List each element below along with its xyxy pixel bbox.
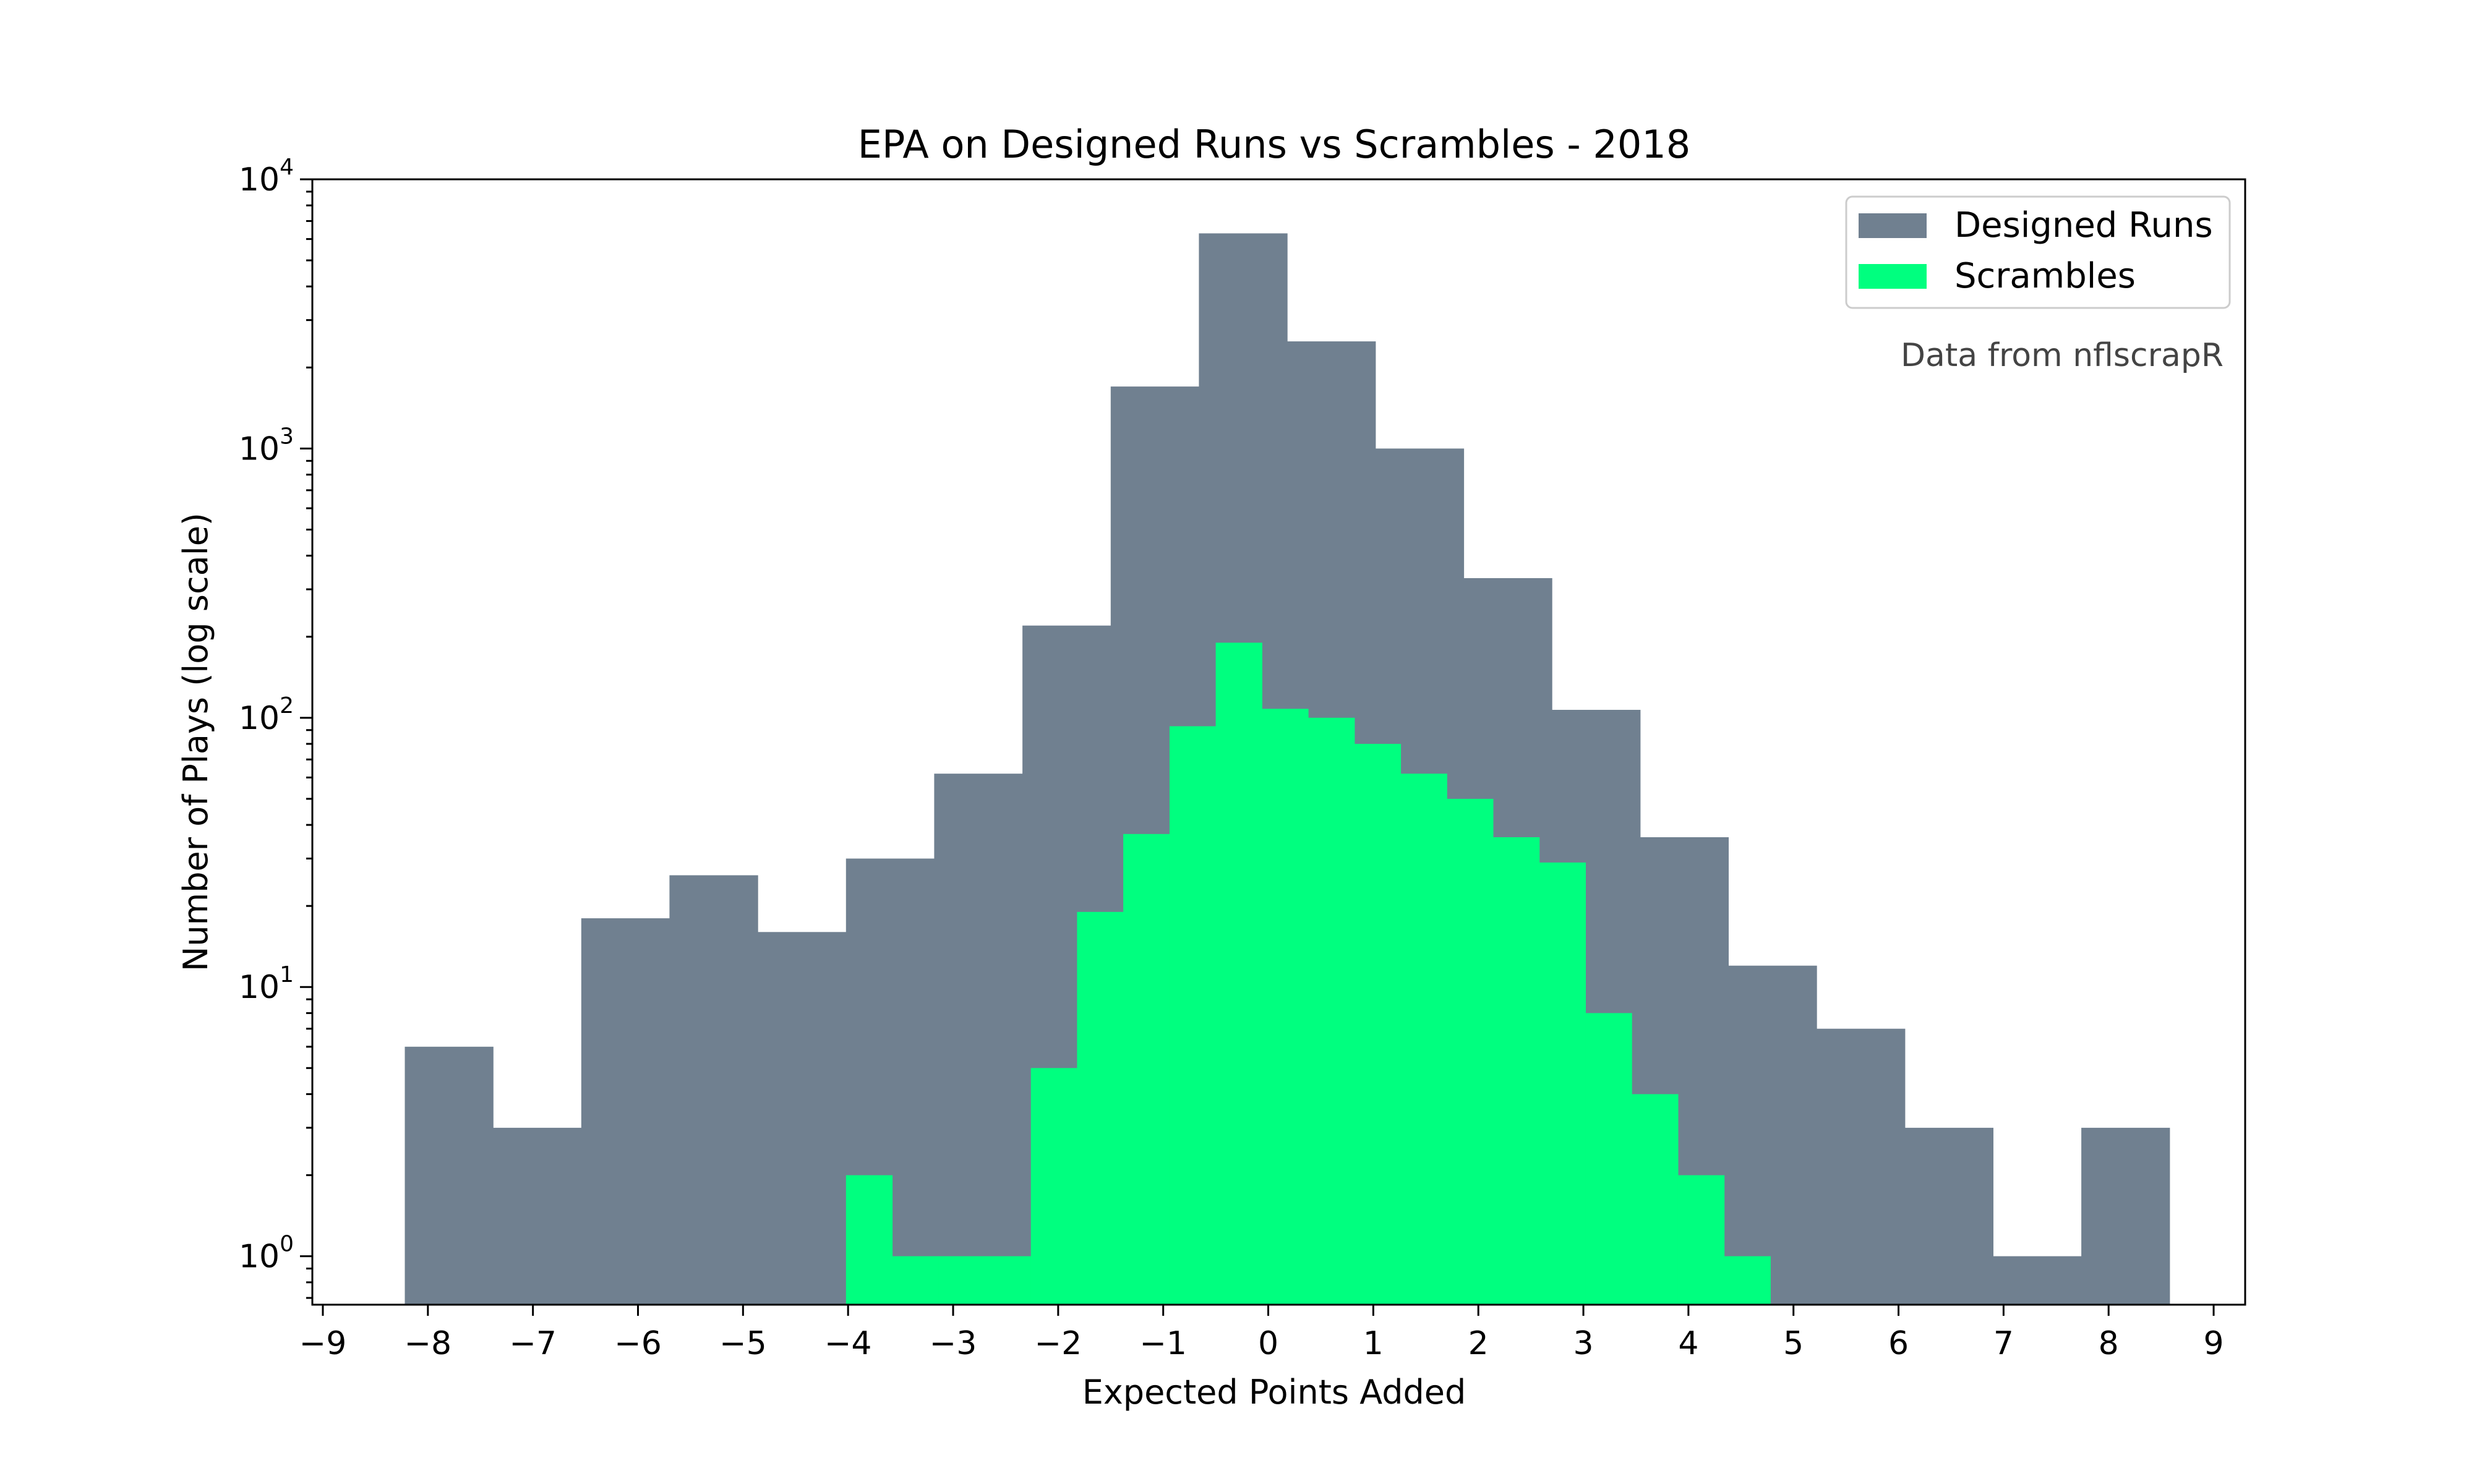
scrambles-bar-3 xyxy=(985,1256,1032,1305)
legend-box xyxy=(1845,195,2231,309)
x-tick-label: −3 xyxy=(930,1325,977,1362)
x-axis-label: Expected Points Added xyxy=(1082,1373,1466,1412)
x-tick-label: −8 xyxy=(404,1325,452,1362)
scrambles-bar-4 xyxy=(1030,1068,1077,1305)
designed-runs-bar-1 xyxy=(493,1127,582,1305)
x-tick-label: 8 xyxy=(2099,1325,2119,1362)
x-tick-label: −4 xyxy=(824,1325,872,1362)
scrambles-bar-13 xyxy=(1447,798,1494,1305)
legend-swatch-designed-runs xyxy=(1859,213,1927,238)
scrambles-bar-15 xyxy=(1539,862,1586,1305)
scrambles-bar-6 xyxy=(1123,834,1170,1305)
x-tick-label: 6 xyxy=(1888,1325,1909,1362)
scrambles-bar-11 xyxy=(1354,744,1402,1305)
designed-runs-bar-0 xyxy=(404,1046,494,1305)
scrambles-bar-12 xyxy=(1400,774,1447,1305)
scrambles-bar-16 xyxy=(1585,1013,1632,1305)
chart-title: EPA on Designed Runs vs Scrambles - 2018 xyxy=(858,122,1690,167)
x-tick-label: 9 xyxy=(2204,1325,2224,1362)
scrambles-bar-2 xyxy=(938,1256,985,1305)
x-tick-label: 3 xyxy=(1573,1325,1593,1362)
designed-runs-bar-16 xyxy=(1817,1028,1906,1305)
scrambles-bar-1 xyxy=(892,1256,939,1305)
scrambles-bar-7 xyxy=(1169,726,1217,1305)
designed-runs-bar-4 xyxy=(758,932,847,1305)
y-tick-label: 103 xyxy=(239,424,294,467)
designed-runs-bar-6 xyxy=(934,774,1023,1305)
legend: Designed Runs Scrambles xyxy=(1845,195,2231,309)
scrambles-bar-5 xyxy=(1077,911,1124,1305)
x-tick-label: 2 xyxy=(1468,1325,1489,1362)
legend-label-designed-runs: Designed Runs xyxy=(1954,205,2213,245)
x-tick-label: 7 xyxy=(1993,1325,2014,1362)
legend-swatch-scrambles xyxy=(1859,264,1927,289)
designed-runs-bar-19 xyxy=(2081,1127,2170,1305)
bars-group xyxy=(404,233,2170,1305)
scrambles-bar-19 xyxy=(1724,1256,1771,1305)
designed-runs-bar-15 xyxy=(1728,965,1817,1305)
scrambles-bar-17 xyxy=(1632,1094,1679,1305)
x-tick-label: −7 xyxy=(509,1325,557,1362)
scrambles-bar-18 xyxy=(1677,1175,1725,1305)
designed-runs-bar-3 xyxy=(669,875,758,1305)
source-annotation: Data from nflscrapR xyxy=(1901,337,2224,374)
scrambles-bar-9 xyxy=(1262,709,1309,1305)
x-tick-label: 4 xyxy=(1678,1325,1698,1362)
x-axis-ticks: −9 −8 −7 −6 −5 −4 −3 −2 −1 0 1 2 3 4 5 6 7 8 9 xyxy=(299,1305,2224,1362)
legend-label-scrambles: Scrambles xyxy=(1954,256,2136,296)
x-tick-label: −9 xyxy=(299,1325,347,1362)
scrambles-bar-0 xyxy=(845,1175,893,1305)
scrambles-bar-10 xyxy=(1308,717,1355,1305)
x-tick-label: 0 xyxy=(1258,1325,1278,1362)
designed-runs-bar-18 xyxy=(1993,1256,2082,1305)
designed-runs-bar-2 xyxy=(581,918,670,1305)
x-tick-label: −1 xyxy=(1139,1325,1187,1362)
scrambles-bar-8 xyxy=(1215,642,1262,1305)
plot-frame xyxy=(311,178,2246,1306)
x-tick-label: −2 xyxy=(1035,1325,1082,1362)
x-tick-label: −6 xyxy=(614,1325,662,1362)
x-tick-label: 5 xyxy=(1783,1325,1804,1362)
scrambles-bar-14 xyxy=(1493,837,1540,1305)
designed-runs-bar-17 xyxy=(1904,1127,1993,1305)
x-tick-label: −5 xyxy=(719,1325,767,1362)
x-tick-label: 1 xyxy=(1363,1325,1384,1362)
y-axis-label: Number of Plays (log scale) xyxy=(176,513,215,971)
